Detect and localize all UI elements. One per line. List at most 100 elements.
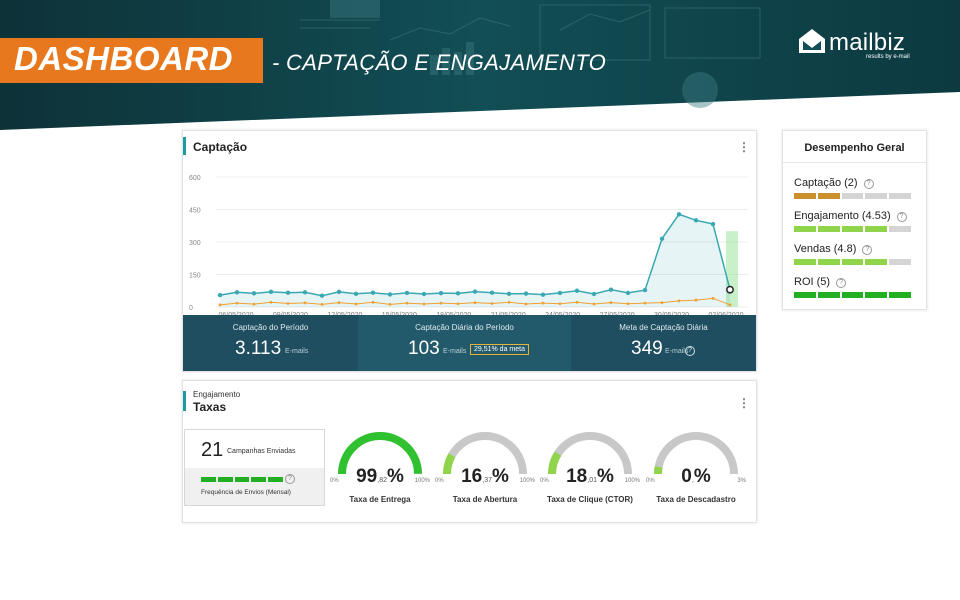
score-segment <box>817 259 840 265</box>
data-point <box>489 290 495 295</box>
y-tick-label: 600 <box>189 175 201 182</box>
score-segment <box>865 193 888 199</box>
taxas-title: Taxas <box>193 400 227 414</box>
taxas-menu-icon[interactable]: ⋮ <box>738 396 750 410</box>
gauge-value: 99,82% <box>356 466 404 487</box>
score-bar <box>794 259 911 265</box>
stat-unit: E-mails <box>443 348 467 355</box>
series-area <box>220 214 730 307</box>
data-point <box>659 236 665 241</box>
data-point <box>592 302 596 306</box>
gauge-fill <box>338 432 422 475</box>
item-label: Engajamento (4.53) <box>794 210 891 222</box>
stat-label: Captação Diária do Período <box>415 323 514 332</box>
frequencia-segment <box>268 477 283 482</box>
data-point <box>694 298 698 302</box>
help-icon[interactable]: ? <box>836 278 847 288</box>
x-tick-label: 18/05/2020 <box>436 312 471 317</box>
score-segment <box>889 226 911 232</box>
score-segment <box>865 259 888 265</box>
frequencia-segment <box>251 477 267 482</box>
data-point <box>541 301 545 305</box>
x-tick-label: 02/06/2020 <box>708 312 743 317</box>
meta-badge: 29,51% da meta <box>470 344 529 355</box>
data-point <box>557 290 563 296</box>
x-tick-label: 24/05/2020 <box>545 312 580 317</box>
gauge-taxa-descadastro: 0,% 0% 3% Taxa de Descadastro <box>646 428 746 513</box>
gauge-min: 0% <box>540 478 549 484</box>
gauge-max: 100% <box>519 478 535 484</box>
gauge-taxa-clique: 18,01% 0% 100% Taxa de Clique (CTOR) <box>540 428 640 513</box>
data-point <box>320 303 324 306</box>
help-icon[interactable]: ? <box>863 179 874 189</box>
gauge-fill <box>443 453 456 475</box>
gauge-arc <box>548 432 632 475</box>
engajamento-label: Engajamento <box>193 390 241 399</box>
help-icon[interactable]: ? <box>896 212 907 222</box>
data-point <box>302 290 308 295</box>
stat-value: 349 <box>631 338 663 359</box>
frequencia-segment <box>201 477 216 482</box>
data-point <box>558 302 562 306</box>
divider <box>783 162 926 163</box>
data-point <box>371 300 375 304</box>
x-tick-label: 06/05/2020 <box>218 312 253 317</box>
data-point <box>286 302 290 305</box>
gauge-value: 16,37% <box>461 466 509 487</box>
data-point <box>285 290 291 295</box>
data-point <box>472 289 478 294</box>
data-point <box>388 303 392 306</box>
help-icon[interactable]: ? <box>285 474 295 484</box>
dashboard-subtitle: - CAPTAÇÃO E ENGAJAMENTO <box>272 50 606 75</box>
score-segment <box>865 292 888 298</box>
score-segment <box>841 292 864 298</box>
data-point <box>252 302 256 306</box>
captacao-menu-icon[interactable]: ⋮ <box>738 140 750 154</box>
frequencia-panel: ? Frequência de Envios (Mensal) <box>185 468 324 505</box>
score-segment <box>817 193 840 199</box>
gauge-track <box>654 432 738 475</box>
data-point <box>337 301 341 305</box>
item-label: Captação (2) <box>794 177 858 189</box>
data-point <box>354 302 358 306</box>
data-point <box>268 289 274 295</box>
gauge-arc <box>443 432 527 475</box>
logo-wordmark: mailbiz <box>829 29 906 56</box>
data-point <box>439 301 443 305</box>
dashboard-title-box <box>0 38 263 83</box>
house-envelope-icon <box>799 29 825 53</box>
gauge-min: 0% <box>330 478 339 484</box>
score-segment <box>841 259 864 265</box>
score-segment <box>889 259 911 265</box>
score-segment <box>794 226 816 232</box>
data-point <box>421 291 427 297</box>
data-point <box>217 292 223 298</box>
data-point <box>370 290 376 295</box>
gauge-fill <box>654 466 663 475</box>
score-segment <box>794 259 816 265</box>
gauge-max: 100% <box>414 478 430 484</box>
dashboard-title: DASHBOARD <box>14 40 233 77</box>
data-point <box>524 302 528 306</box>
help-icon[interactable]: ? <box>862 245 873 255</box>
data-point <box>608 287 614 292</box>
x-tick-label: 27/05/2020 <box>600 312 635 317</box>
stat-meta-diaria: Meta de Captação Diária 349 E-mails ? <box>571 315 756 371</box>
score-segment <box>889 193 911 199</box>
gauge-max: 3% <box>737 478 746 484</box>
captacao-title: Captação <box>193 140 248 154</box>
gauge-taxa-abertura: 16,37% 0% 100% Taxa de Abertura <box>435 428 535 513</box>
gauge-label: Taxa de Abertura <box>452 495 518 504</box>
stat-captacao-periodo: Captação do Período 3.113 E-mails <box>183 315 358 371</box>
campanhas-count: 21 <box>201 439 224 461</box>
desempenho-item-vendas: Vendas (4.8)? <box>794 243 916 273</box>
gauge-value: 18,01% <box>566 466 614 487</box>
data-point <box>625 290 631 296</box>
stat-label: Captação do Período <box>232 323 309 332</box>
help-icon[interactable]: ? <box>685 346 695 356</box>
data-point <box>523 291 529 296</box>
y-tick-label: 0 <box>189 305 193 312</box>
y-tick-label: 450 <box>189 208 201 215</box>
logo-tagline: results by e-mail <box>866 54 910 60</box>
frequencia-segment <box>217 477 233 482</box>
